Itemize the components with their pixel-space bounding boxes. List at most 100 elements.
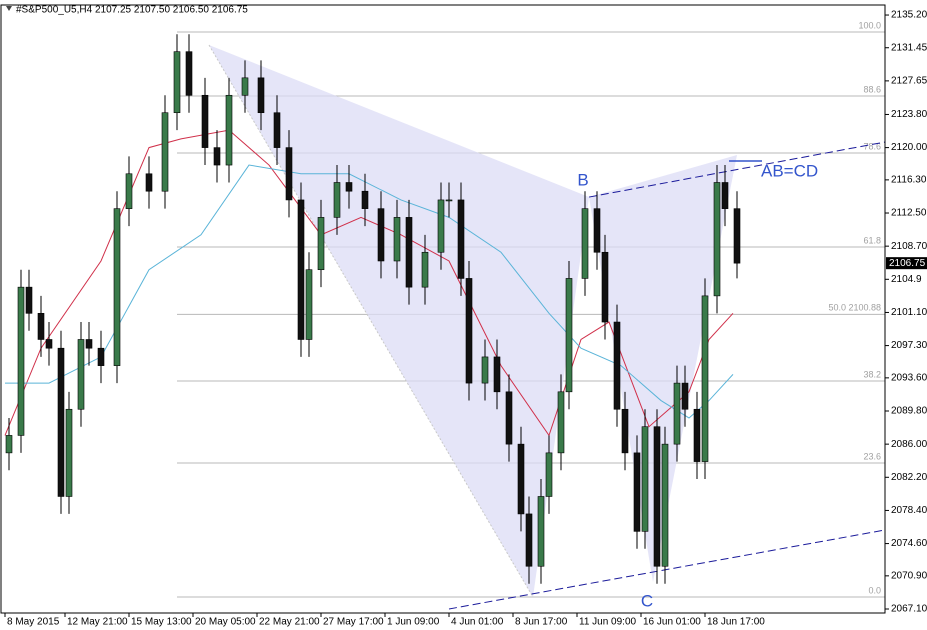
- candle-body: [213, 147, 221, 166]
- x-tick-label: 15 May 13:00: [131, 617, 192, 628]
- y-tick-label: 2082.20: [891, 472, 927, 483]
- candle-body: [481, 356, 489, 384]
- moving-average: [5, 164, 734, 419]
- candle-body: [545, 452, 553, 497]
- candle-body: [361, 190, 369, 209]
- y-tick-label: 2112.50: [891, 208, 927, 219]
- pattern-triangle: [589, 155, 737, 583]
- candle-body: [465, 278, 473, 384]
- candle-body: [161, 112, 169, 192]
- x-tick-label: 22 May 21:00: [259, 617, 320, 628]
- title-icon: [6, 6, 12, 11]
- candle-body: [505, 391, 513, 445]
- candle-body: [97, 347, 105, 366]
- plot-frame: [0, 4, 886, 614]
- x-tick-label: 16 Jun 01:00: [643, 617, 701, 628]
- y-tick-label: 2097.30: [891, 340, 927, 351]
- candle-body: [273, 112, 281, 148]
- candle-body: [681, 382, 689, 410]
- candle-body: [173, 51, 181, 114]
- candle-body: [241, 77, 249, 96]
- y-tick-label: 2116.30: [891, 175, 927, 186]
- candle-body: [65, 408, 73, 497]
- candle-body: [201, 94, 209, 148]
- chart-title: #S&P500_U5,H4 2107.25 2107.50 2106.50 21…: [16, 5, 248, 16]
- candle-body: [405, 217, 413, 288]
- y-tick-label: 2120.00: [891, 142, 927, 153]
- trendline: [448, 529, 886, 610]
- candle-body: [37, 313, 45, 340]
- x-tick-label: 27 May 17:00: [323, 617, 384, 628]
- candle-body: [345, 182, 353, 192]
- y-tick-label: 2123.80: [891, 109, 927, 120]
- pattern-xa-dotted: [208, 44, 534, 598]
- pattern-triangle: [209, 45, 589, 598]
- candle-body: [641, 426, 649, 532]
- candle-body: [721, 182, 729, 209]
- candle-body: [77, 339, 85, 410]
- candle-body: [601, 251, 609, 323]
- y-tick-label: 2078.40: [891, 505, 927, 516]
- y-tick-label: 2086.00: [891, 439, 927, 450]
- candle-body: [257, 77, 265, 114]
- candle-body: [333, 182, 341, 218]
- x-tick-label: 20 May 05:00: [195, 617, 256, 628]
- x-tick-label: 4 Jun 01:00: [451, 617, 504, 628]
- fib-label: 50.0 2100.88: [828, 303, 881, 313]
- pattern-label: C: [641, 592, 653, 611]
- candle-body: [125, 173, 133, 209]
- x-tick-label: 18 Jun 17:00: [707, 617, 765, 628]
- y-tick-label: 2093.60: [891, 372, 927, 383]
- candle-body: [457, 199, 465, 279]
- candle-body: [297, 199, 305, 340]
- candle-body: [713, 182, 721, 297]
- candle-body: [145, 173, 153, 192]
- candle-body: [581, 208, 589, 279]
- candle-body: [733, 208, 741, 264]
- candle-body: [557, 391, 565, 454]
- y-tick-label: 2067.10: [891, 604, 927, 615]
- pattern-label: B: [577, 171, 588, 190]
- x-tick-label: 8 Jun 17:00: [515, 617, 568, 628]
- candle-body: [653, 426, 661, 567]
- y-tick-label: 2074.60: [891, 538, 927, 549]
- candle-body: [85, 339, 93, 349]
- fib-label: 88.6: [863, 84, 881, 94]
- y-tick-label: 2070.90: [891, 570, 927, 581]
- moving-average: [4, 129, 734, 437]
- x-tick-label: 11 Jun 09:00: [579, 617, 637, 628]
- candle-body: [517, 443, 525, 515]
- y-tick-label: 2127.65: [891, 76, 927, 87]
- candle-body: [565, 278, 573, 393]
- candle-body: [673, 382, 681, 445]
- candle-body: [17, 286, 25, 436]
- last-price-box: [886, 257, 927, 270]
- candle-body: [393, 217, 401, 262]
- candle-body: [225, 94, 233, 166]
- fib-label: 23.6: [863, 451, 881, 461]
- candle-body: [25, 286, 33, 314]
- candle-body: [445, 199, 453, 202]
- candle-body: [377, 208, 385, 262]
- plot-layer: 100.0 88.6 78.6 61.8 50.0 2100.88 38.2 23.6 0.0…: [4, 20, 886, 611]
- pattern-label: AB=CD: [761, 162, 818, 181]
- candle-body: [593, 208, 601, 253]
- candle-body: [285, 147, 293, 201]
- candle-body: [525, 513, 533, 567]
- y-tick-label: 2089.80: [891, 406, 927, 417]
- candle-body: [305, 269, 313, 340]
- x-tick-label: 8 May 2015: [7, 617, 60, 628]
- fib-label: 100.0: [858, 20, 881, 30]
- x-tick-label: 12 May 21:00: [67, 617, 128, 628]
- candle-body: [5, 435, 13, 454]
- candle-body: [701, 295, 709, 462]
- candle-body: [185, 51, 193, 96]
- x-tick-label: 1 Jun 09:00: [387, 617, 440, 628]
- candle-body: [613, 321, 621, 410]
- y-tick-label: 2135.20: [891, 10, 927, 21]
- fib-label: 38.2: [863, 369, 881, 379]
- trendline: [588, 141, 886, 198]
- y-tick-label: 2131.45: [891, 42, 927, 53]
- last-price-label: 2106.75: [889, 258, 926, 269]
